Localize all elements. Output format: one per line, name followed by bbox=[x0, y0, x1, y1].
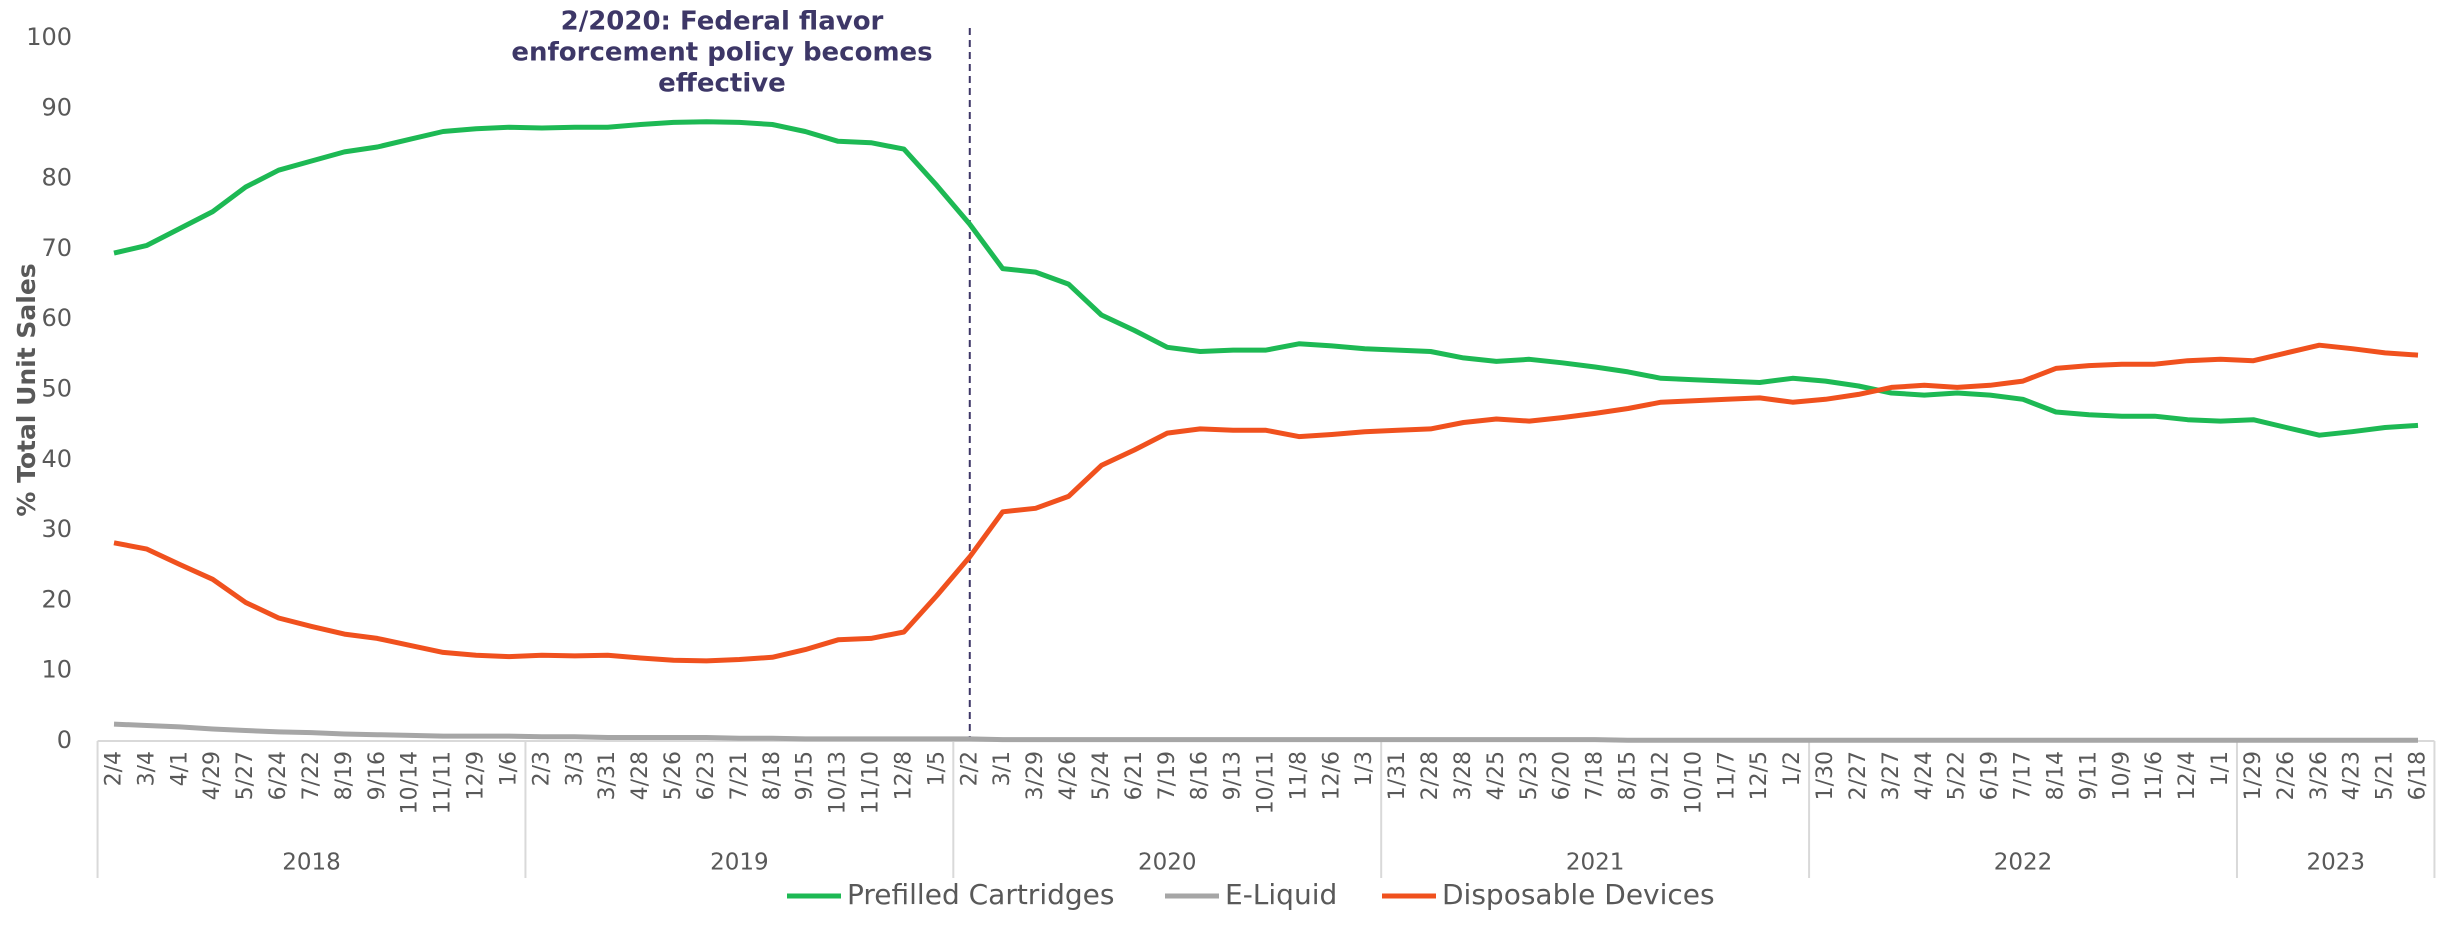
group-label: 2021 bbox=[1566, 850, 1625, 876]
x-tick-label: 9/15 bbox=[793, 751, 818, 800]
group-label: 2018 bbox=[282, 850, 341, 876]
group-label: 2020 bbox=[1138, 850, 1197, 876]
x-tick-label: 7/22 bbox=[299, 751, 324, 800]
y-tick-label: 0 bbox=[57, 726, 72, 754]
y-tick-label: 80 bbox=[41, 164, 72, 192]
x-tick-label: 4/28 bbox=[628, 751, 653, 800]
x-tick-label: 6/19 bbox=[1978, 751, 2003, 800]
x-tick-label: 11/6 bbox=[2142, 751, 2167, 800]
x-tick-label: 3/28 bbox=[1451, 751, 1476, 800]
x-tick-label: 6/23 bbox=[694, 751, 719, 800]
x-tick-label: 2/28 bbox=[1418, 751, 1443, 800]
x-tick-label: 6/20 bbox=[1550, 751, 1575, 800]
x-tick-label: 7/17 bbox=[2011, 751, 2036, 800]
x-tick-label: 1/30 bbox=[1813, 751, 1838, 800]
legend-label: E-Liquid bbox=[1225, 878, 1337, 911]
annotation-text: effective bbox=[658, 69, 786, 99]
x-tick-label: 12/9 bbox=[464, 751, 489, 800]
x-tick-label: 10/10 bbox=[1681, 751, 1706, 814]
x-tick-label: 8/15 bbox=[1616, 751, 1641, 800]
x-tick-label: 10/14 bbox=[398, 751, 423, 814]
x-tick-label: 5/23 bbox=[1517, 751, 1542, 800]
x-tick-label: 5/21 bbox=[2373, 751, 2398, 800]
y-tick-label: 10 bbox=[41, 656, 72, 684]
x-tick-label: 3/29 bbox=[1023, 751, 1048, 800]
y-tick-label: 30 bbox=[41, 515, 72, 543]
x-tick-label: 8/19 bbox=[332, 751, 357, 800]
y-tick-label: 40 bbox=[41, 445, 72, 473]
x-tick-label: 2/27 bbox=[1846, 751, 1871, 800]
y-tick-label: 60 bbox=[41, 304, 72, 332]
x-tick-label: 8/14 bbox=[2043, 751, 2068, 800]
x-tick-label: 4/26 bbox=[1056, 751, 1081, 800]
group-label: 2019 bbox=[710, 850, 769, 876]
x-tick-label: 11/10 bbox=[859, 751, 884, 814]
x-tick-label: 12/6 bbox=[1319, 751, 1344, 800]
x-tick-label: 6/24 bbox=[266, 751, 291, 800]
x-tick-label: 1/5 bbox=[924, 751, 949, 786]
x-tick-label: 4/29 bbox=[200, 751, 225, 800]
x-tick-label: 2/4 bbox=[102, 751, 127, 786]
group-label: 2022 bbox=[1994, 850, 2053, 876]
x-tick-label: 2/3 bbox=[529, 751, 554, 786]
y-tick-label: 20 bbox=[41, 585, 72, 613]
x-tick-label: 3/4 bbox=[134, 751, 159, 786]
y-axis-title: % Total Unit Sales bbox=[12, 263, 41, 516]
series-line bbox=[113, 119, 2419, 438]
x-tick-label: 6/18 bbox=[2406, 751, 2431, 800]
x-tick-label: 4/25 bbox=[1484, 751, 1509, 800]
x-tick-label: 7/21 bbox=[727, 751, 752, 800]
x-tick-label: 3/1 bbox=[990, 751, 1015, 786]
y-tick-label: 50 bbox=[41, 375, 72, 403]
x-tick-label: 5/27 bbox=[233, 751, 258, 800]
group-label: 2023 bbox=[2306, 850, 2365, 876]
legend-label: Disposable Devices bbox=[1442, 878, 1715, 911]
x-tick-label: 3/27 bbox=[1879, 751, 1904, 800]
x-tick-label: 11/11 bbox=[431, 751, 456, 814]
series-line bbox=[113, 342, 2419, 664]
x-tick-label: 5/26 bbox=[661, 751, 686, 800]
x-tick-label: 3/3 bbox=[562, 751, 587, 786]
series-line bbox=[113, 721, 2418, 743]
legend-label: Prefilled Cartridges bbox=[847, 878, 1114, 911]
y-tick-label: 90 bbox=[41, 93, 72, 121]
x-tick-label: 1/29 bbox=[2241, 751, 2266, 800]
x-tick-label: 8/16 bbox=[1188, 751, 1213, 800]
x-tick-label: 1/6 bbox=[496, 751, 521, 786]
x-tick-label: 12/4 bbox=[2175, 751, 2200, 800]
x-tick-label: 7/19 bbox=[1155, 751, 1180, 800]
x-tick-label: 4/23 bbox=[2340, 751, 2365, 800]
x-tick-label: 1/31 bbox=[1385, 751, 1410, 800]
x-tick-label: 3/31 bbox=[595, 751, 620, 800]
annotation-text: enforcement policy becomes bbox=[511, 38, 932, 68]
x-tick-label: 12/5 bbox=[1747, 751, 1772, 800]
x-tick-label: 8/18 bbox=[760, 751, 785, 800]
x-tick-label: 1/1 bbox=[2208, 751, 2233, 786]
x-tick-label: 11/8 bbox=[1286, 751, 1311, 800]
x-tick-label: 9/16 bbox=[365, 751, 390, 800]
x-tick-label: 2/26 bbox=[2274, 751, 2299, 800]
annotation-text: 2/2020: Federal flavor bbox=[561, 7, 884, 37]
x-tick-label: 5/24 bbox=[1089, 751, 1114, 800]
x-tick-label: 11/7 bbox=[1714, 751, 1739, 800]
y-tick-label: 100 bbox=[26, 23, 72, 51]
x-tick-label: 9/11 bbox=[2076, 751, 2101, 800]
x-tick-label: 10/11 bbox=[1254, 751, 1279, 814]
y-tick-label: 70 bbox=[41, 234, 72, 262]
x-tick-label: 4/24 bbox=[1912, 751, 1937, 800]
x-tick-label: 10/9 bbox=[2109, 751, 2134, 800]
x-tick-label: 9/12 bbox=[1648, 751, 1673, 800]
x-tick-label: 12/8 bbox=[891, 751, 916, 800]
x-tick-label: 9/13 bbox=[1221, 751, 1246, 800]
x-tick-label: 1/2 bbox=[1780, 751, 1805, 786]
x-tick-label: 4/1 bbox=[167, 751, 192, 786]
x-tick-label: 1/3 bbox=[1352, 751, 1377, 786]
x-tick-label: 10/13 bbox=[826, 751, 851, 814]
x-tick-label: 3/26 bbox=[2307, 751, 2332, 800]
x-tick-label: 2/2 bbox=[957, 751, 982, 786]
x-tick-label: 5/22 bbox=[1945, 751, 1970, 800]
x-tick-label: 6/21 bbox=[1122, 751, 1147, 800]
x-tick-label: 7/18 bbox=[1583, 751, 1608, 800]
